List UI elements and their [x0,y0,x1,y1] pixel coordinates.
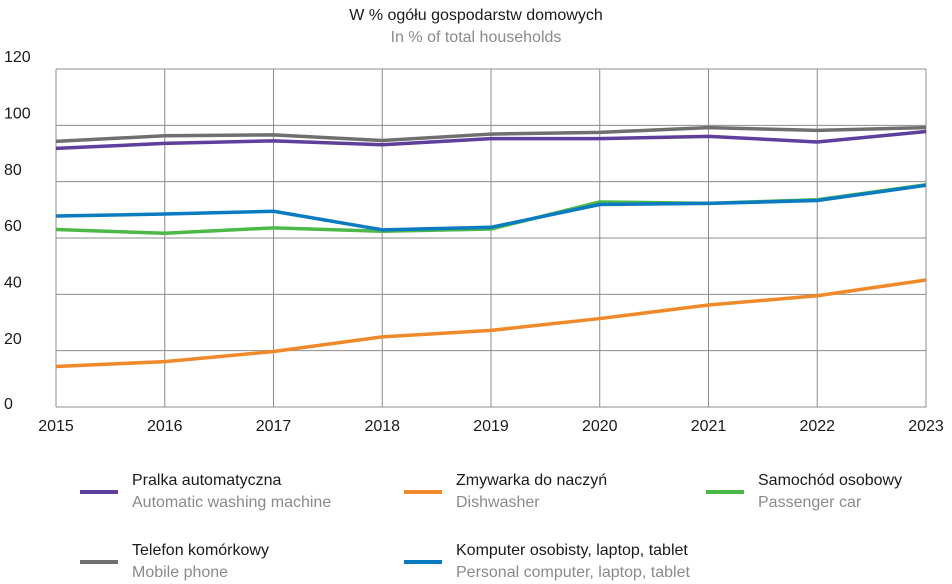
x-tick-label: 2021 [691,418,727,435]
series-line [55,278,927,369]
y-tick-label: 20 [4,331,22,348]
legend-label: Telefon komórkowy [132,542,269,559]
x-tick-label: 2018 [364,418,400,435]
legend-label-en: Personal computer, laptop, tablet [456,564,690,581]
legend-label: Zmywarka do naczyń [456,472,607,489]
y-tick-label: 0 [4,396,13,413]
series-line [55,129,927,151]
x-tick-label: 2020 [582,418,618,435]
legend-label-en: Passenger car [758,494,862,511]
y-tick-label: 80 [4,162,22,179]
chart-subtitle: In % of total households [391,29,562,46]
y-tick-label: 100 [4,106,31,123]
legend-label-en: Automatic washing machine [132,494,331,511]
x-tick-label: 2022 [799,418,835,435]
legend-label: Komputer osobisty, laptop, tablet [456,542,688,559]
legend-label-en: Mobile phone [132,564,228,581]
series-line [55,125,927,144]
x-tick-label: 2023 [908,418,944,435]
legend-label: Samochód osobowy [758,472,902,489]
series-line [55,183,927,232]
x-tick-label: 2015 [38,418,74,435]
legend-label-en: Dishwasher [456,494,540,511]
chart-title: W % ogółu gospodarstw domowych [349,7,602,24]
y-tick-label: 60 [4,218,22,235]
x-tick-label: 2016 [147,418,183,435]
x-tick-label: 2019 [473,418,509,435]
y-tick-label: 120 [4,49,31,66]
y-tick-label: 40 [4,275,22,292]
x-tick-label: 2017 [256,418,292,435]
legend-label: Pralka automatyczna [132,472,282,489]
